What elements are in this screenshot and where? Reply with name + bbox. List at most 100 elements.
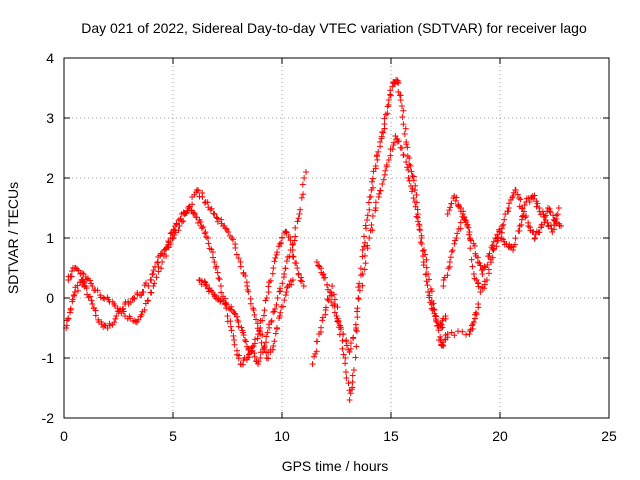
data-point [359, 253, 366, 260]
data-point [334, 318, 341, 325]
data-point [131, 295, 138, 302]
data-point [269, 270, 276, 277]
data-point [290, 253, 297, 260]
data-point [444, 272, 451, 279]
data-point [343, 338, 350, 345]
data-point [490, 238, 497, 245]
data-point [264, 329, 271, 336]
data-point [345, 380, 352, 387]
data-point [430, 300, 437, 307]
data-point [431, 307, 438, 313]
data-point [377, 187, 384, 194]
data-point [251, 353, 258, 360]
data-point [265, 283, 272, 290]
data-point [419, 247, 426, 254]
data-point [498, 229, 505, 236]
data-point [85, 294, 92, 301]
data-point [410, 195, 417, 202]
data-point [368, 222, 375, 229]
data-point [335, 319, 342, 325]
data-point [289, 253, 296, 260]
data-point [247, 300, 254, 307]
data-point [390, 139, 397, 146]
data-point [300, 283, 307, 289]
data-point [361, 266, 368, 273]
data-point [401, 130, 408, 137]
data-point [224, 313, 231, 319]
chart-title: Day 021 of 2022, Sidereal Day-to-day VTE… [81, 20, 587, 36]
data-point [337, 326, 344, 333]
data-point [295, 215, 302, 222]
data-point [510, 247, 517, 253]
data-point [300, 191, 307, 198]
data-point [259, 346, 266, 353]
axis-ticks: 0 5 10 15 20 25 -2 -1 0 1 2 3 4 [42, 50, 617, 444]
data-point [68, 268, 75, 275]
data-point [214, 218, 221, 225]
data-point [466, 231, 473, 238]
data-point [233, 313, 240, 320]
data-point [472, 309, 479, 316]
data-point [415, 218, 422, 225]
data-point [514, 191, 521, 198]
y-tick-label: 3 [46, 110, 54, 126]
data-point [120, 305, 127, 312]
data-point [364, 217, 371, 223]
data-point [199, 193, 206, 200]
data-point [471, 242, 478, 249]
data-point [405, 167, 412, 174]
data-point [377, 139, 384, 145]
data-point [413, 191, 420, 198]
data-point [238, 324, 245, 331]
data-point [145, 282, 152, 289]
data-point [523, 212, 530, 219]
data-point [518, 205, 525, 211]
series-track-2 [65, 187, 296, 362]
data-point [398, 103, 405, 109]
data-point [283, 289, 290, 295]
data-point [475, 283, 482, 290]
data-point [145, 297, 152, 304]
series-track-5 [313, 133, 445, 355]
data-point [242, 272, 249, 279]
data-point [469, 263, 476, 270]
data-point [533, 203, 540, 210]
y-axis-label: SDTVAR / TECUs [5, 182, 21, 294]
series-track-8 [435, 301, 482, 349]
data-point [439, 324, 446, 331]
data-point [203, 281, 210, 288]
data-point [430, 306, 437, 313]
data-point [333, 313, 340, 319]
data-point [428, 288, 435, 295]
data-point [205, 240, 212, 247]
data-point [258, 339, 265, 346]
data-point [499, 223, 506, 229]
data-point [481, 285, 488, 292]
data-point [400, 121, 407, 128]
data-point [228, 303, 235, 310]
data-point [444, 331, 451, 337]
data-point [380, 176, 387, 183]
data-point [127, 315, 134, 322]
data-point [353, 325, 360, 331]
data-point [479, 271, 486, 277]
data-point [381, 115, 388, 122]
data-point [86, 277, 93, 284]
data-point [294, 218, 301, 225]
data-point [245, 288, 252, 295]
data-point [265, 355, 272, 362]
data-point [153, 274, 160, 281]
data-point [349, 379, 356, 386]
data-point [230, 332, 237, 339]
data-point [423, 264, 430, 271]
data-point [313, 348, 320, 355]
data-point [235, 255, 242, 262]
data-point [347, 345, 354, 352]
data-point [74, 282, 81, 289]
data-point [531, 235, 538, 241]
data-point [216, 276, 223, 283]
data-point [350, 335, 357, 342]
data-point [361, 252, 368, 259]
data-point [489, 242, 496, 249]
